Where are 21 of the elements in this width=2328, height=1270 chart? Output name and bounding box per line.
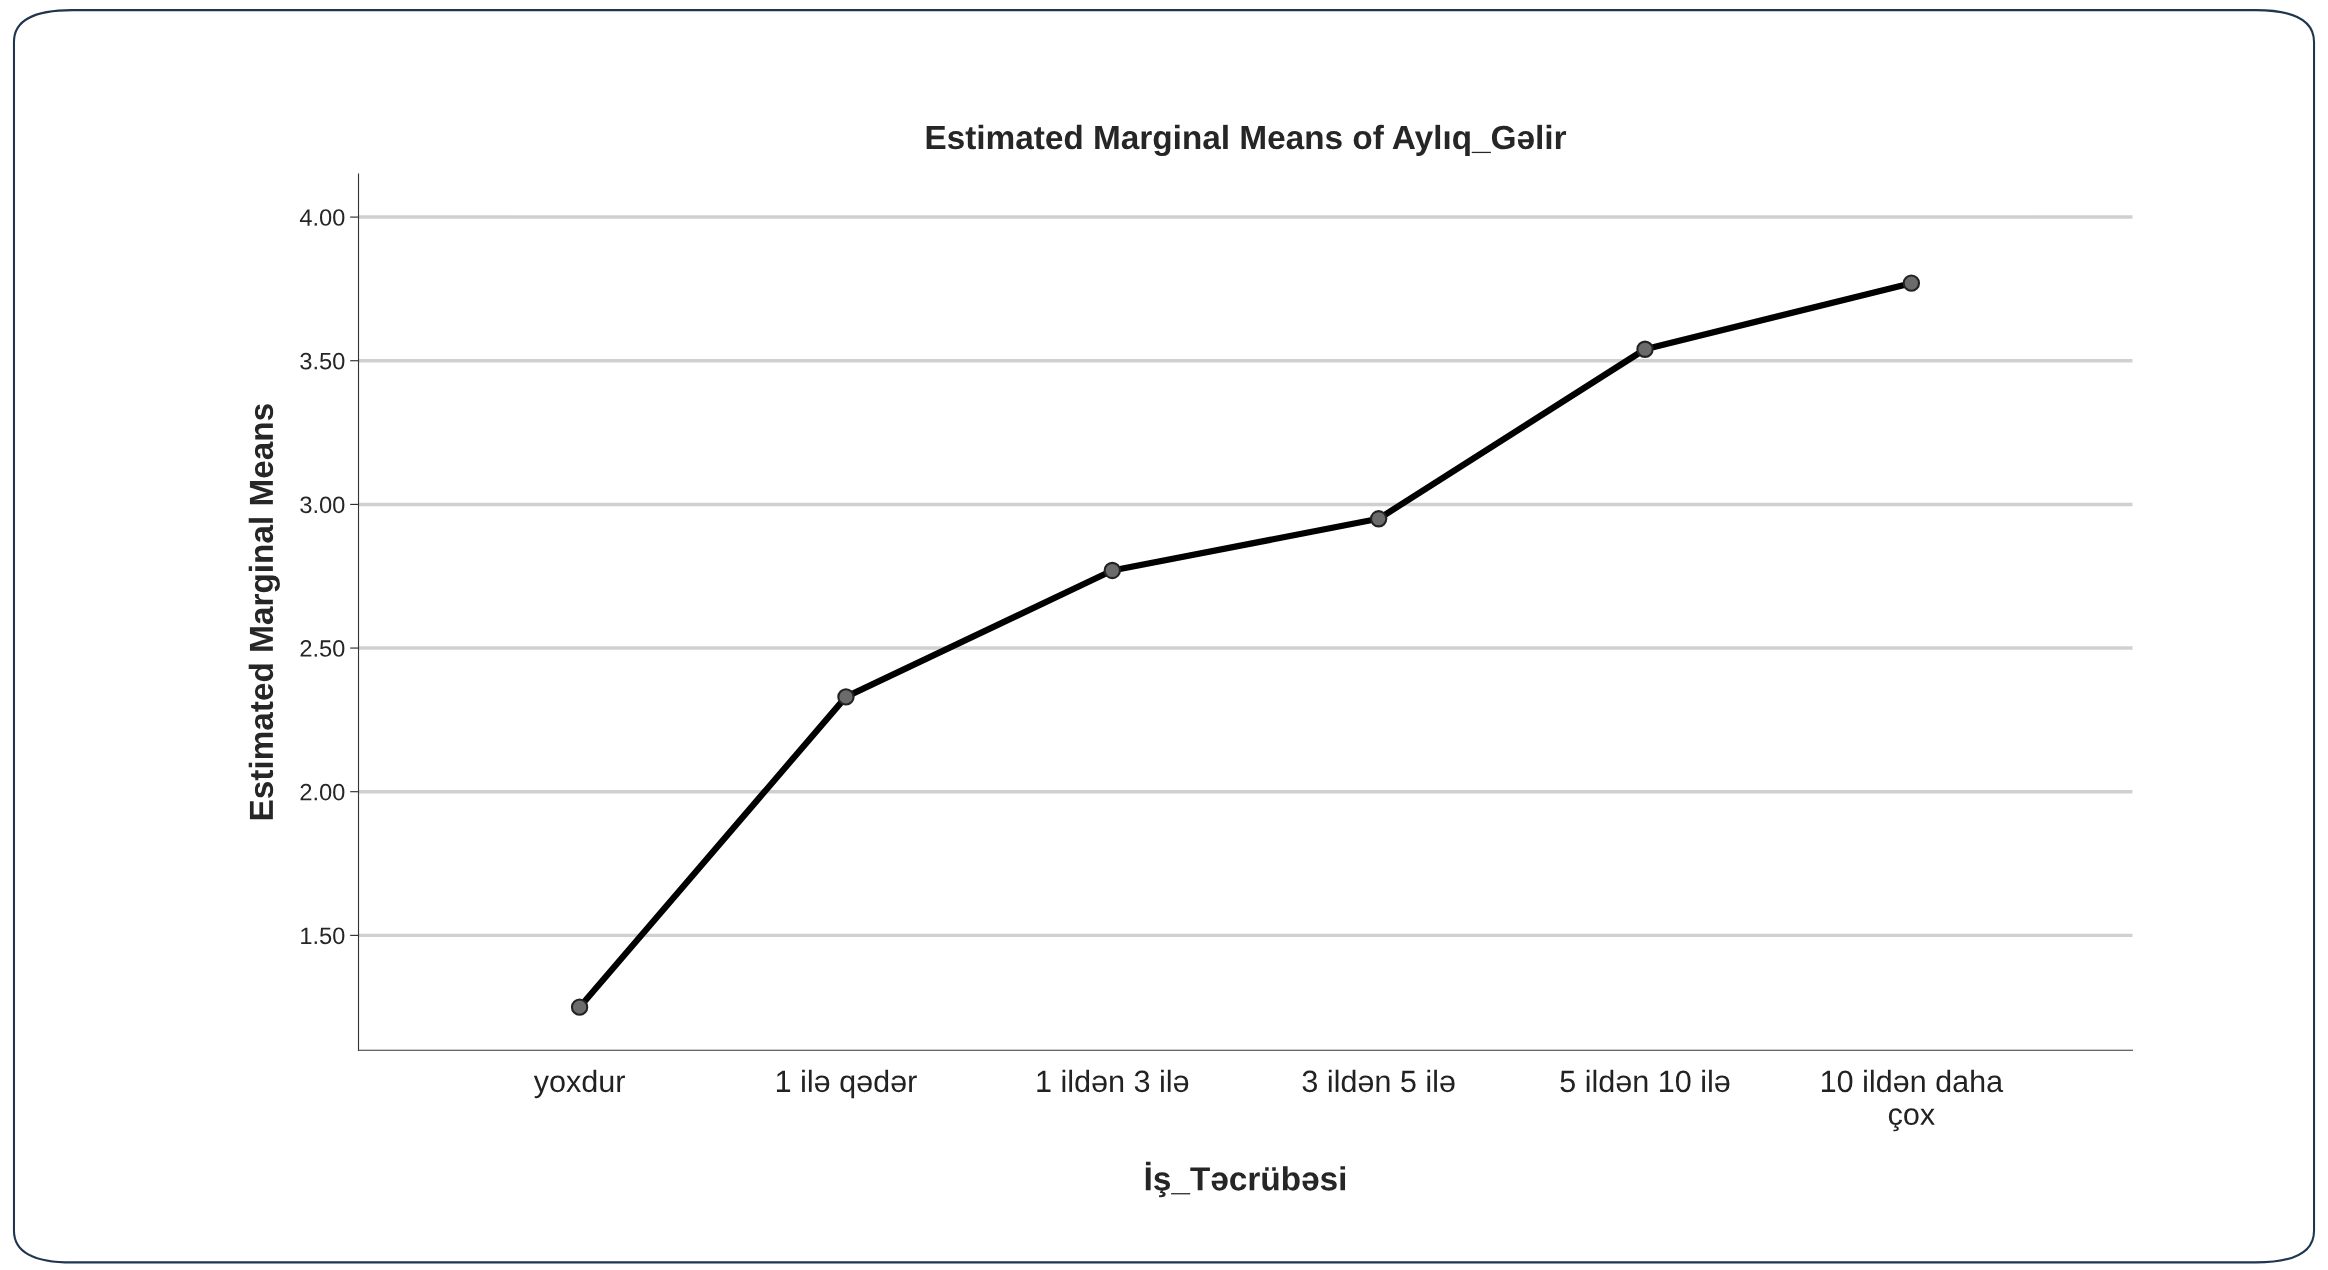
- x-tick-label: 10 ildən daha çox: [1821, 1069, 2004, 1132]
- x-tick-label: 1 ildən 3 ilə: [1037, 1069, 1189, 1093]
- y-tick-label: 3.00: [300, 496, 345, 514]
- y-tick-label: 2.50: [300, 640, 345, 657]
- x-tick-label: 5 ildən 10 ilə: [1560, 1069, 1730, 1093]
- x-tick-label: yoxdur: [533, 1069, 625, 1099]
- y-tick-label: 3.50: [300, 352, 345, 370]
- y-tick-label: 1.50: [301, 927, 345, 945]
- x-tick-label: 1 ilə qədər: [776, 1069, 917, 1099]
- y-tick-label: 4.00: [299, 209, 345, 226]
- point: [1902, 274, 1921, 292]
- point: [837, 688, 855, 706]
- point: [1369, 510, 1388, 528]
- point: [1103, 561, 1121, 580]
- point: [570, 998, 589, 1016]
- chart-title: Estimated Marginal Means of Aylıq_Gəlir: [926, 124, 1567, 157]
- y-axis-title: Estimated Marginal Means: [248, 404, 280, 820]
- y-tick-label: 2.00: [300, 783, 345, 801]
- point: [1636, 340, 1654, 358]
- x-tick-label: 3 ildən 5 ilə: [1302, 1069, 1455, 1093]
- x-axis-title: İş_Təcrübəsi: [1145, 1161, 1346, 1198]
